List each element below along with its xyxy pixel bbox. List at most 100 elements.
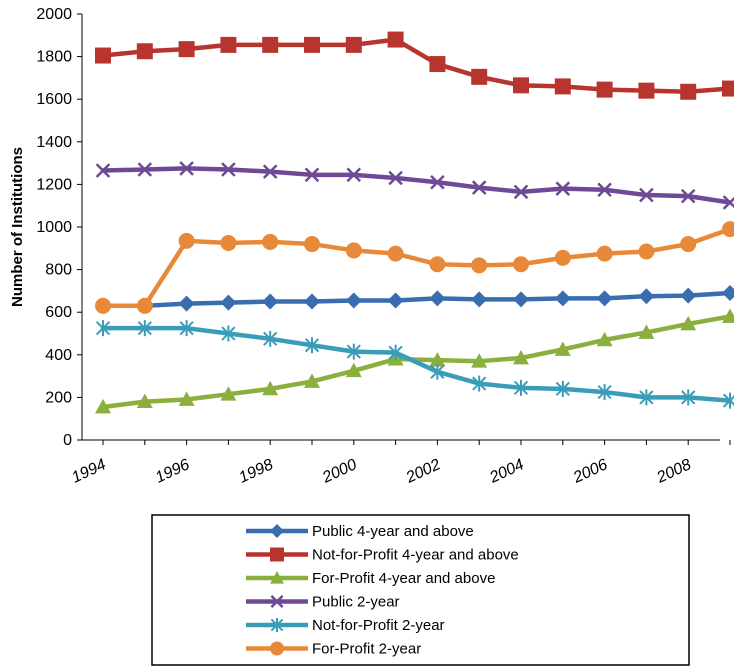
data-point — [137, 162, 153, 177]
series-line — [100, 314, 733, 410]
data-point — [345, 36, 362, 53]
data-point-stroke — [680, 188, 696, 204]
data-point — [262, 233, 279, 250]
data-point — [95, 398, 111, 414]
data-point — [387, 245, 404, 262]
y-tick-label: 200 — [45, 389, 72, 406]
data-point-stroke — [179, 161, 194, 176]
data-point-stroke — [555, 181, 571, 196]
legend-item: Not-for-Profit 2-year — [246, 617, 445, 634]
y-tick-label: 1600 — [36, 91, 72, 108]
y-tick-label: 1800 — [36, 49, 72, 66]
series-line — [100, 290, 733, 309]
data-point — [304, 293, 320, 310]
data-point — [387, 31, 404, 48]
legend-item: For-Profit 4-year and above — [246, 570, 495, 587]
data-point — [722, 285, 734, 302]
data-point — [270, 641, 284, 656]
y-tick-label: 1200 — [36, 176, 72, 193]
data-point — [513, 349, 529, 365]
series-line — [100, 166, 733, 205]
y-axis-title: Number of Institutions — [9, 147, 26, 307]
data-point — [95, 297, 111, 314]
data-point — [554, 341, 571, 356]
x-tick-label: 2006 — [570, 456, 610, 487]
series-line — [100, 325, 733, 403]
data-point — [178, 391, 195, 406]
data-point — [596, 81, 613, 98]
data-point — [596, 331, 613, 347]
data-point — [554, 78, 571, 95]
legend-item: For-Profit 2-year — [246, 641, 421, 658]
data-point — [95, 47, 111, 64]
data-point — [554, 249, 571, 266]
data-point — [345, 292, 362, 309]
data-point — [429, 290, 446, 307]
y-tick-label: 600 — [45, 304, 72, 321]
x-tick-label: 1998 — [236, 456, 276, 486]
data-point — [430, 363, 445, 380]
data-point — [680, 287, 697, 304]
data-point — [179, 161, 194, 176]
data-point — [95, 320, 111, 337]
series — [95, 31, 734, 100]
legend-label: Public 4-year and above — [312, 523, 474, 540]
y-tick-label: 800 — [45, 262, 72, 279]
x-tick-label: 2000 — [319, 456, 359, 487]
data-point — [639, 389, 654, 406]
data-point — [722, 221, 734, 238]
y-tick-label: 0 — [63, 432, 72, 449]
data-point — [471, 68, 488, 85]
data-point — [638, 243, 655, 260]
data-point — [596, 245, 613, 262]
legend-label: Not-for-Profit 2-year — [312, 617, 445, 634]
data-point — [471, 353, 488, 368]
data-point — [722, 80, 734, 97]
legend-item: Public 2-year — [246, 594, 400, 611]
data-point — [304, 373, 320, 388]
legend-label: For-Profit 4-year and above — [312, 570, 495, 587]
series — [95, 285, 734, 314]
data-point-stroke — [722, 196, 734, 210]
data-point — [220, 36, 237, 53]
series — [95, 308, 734, 414]
data-point — [221, 325, 236, 342]
series-line — [100, 226, 733, 309]
data-point — [429, 352, 446, 367]
data-point — [270, 595, 284, 608]
data-point — [137, 320, 152, 337]
data-point-stroke — [430, 174, 445, 190]
data-point — [346, 343, 361, 360]
data-point — [429, 256, 446, 273]
data-point — [263, 330, 278, 347]
data-point — [555, 181, 571, 196]
data-point — [596, 290, 613, 307]
data-point — [262, 380, 279, 396]
data-point-stroke — [95, 163, 111, 178]
data-point — [471, 180, 487, 195]
data-point — [681, 389, 696, 406]
data-point — [270, 618, 284, 632]
data-point — [136, 43, 153, 60]
data-point — [262, 293, 279, 310]
data-point — [639, 187, 654, 203]
data-point — [555, 380, 570, 397]
series — [95, 221, 734, 314]
x-tick-label: 2004 — [486, 456, 526, 487]
legend-label: For-Profit 2-year — [312, 641, 421, 658]
y-axis: 0 200 400 600 800 1000 1200 1400 1600 1800 2000 — [36, 6, 83, 449]
y-tick-label: 400 — [45, 347, 72, 364]
data-point — [513, 184, 529, 200]
data-point-stroke — [471, 180, 487, 195]
data-point — [270, 547, 284, 562]
series — [95, 320, 734, 409]
data-point — [95, 163, 111, 178]
data-point — [270, 524, 284, 538]
data-point — [388, 170, 403, 186]
data-point — [554, 290, 571, 307]
data-point — [513, 256, 529, 273]
data-point — [680, 188, 696, 204]
data-point — [221, 162, 236, 177]
data-point — [430, 174, 445, 190]
